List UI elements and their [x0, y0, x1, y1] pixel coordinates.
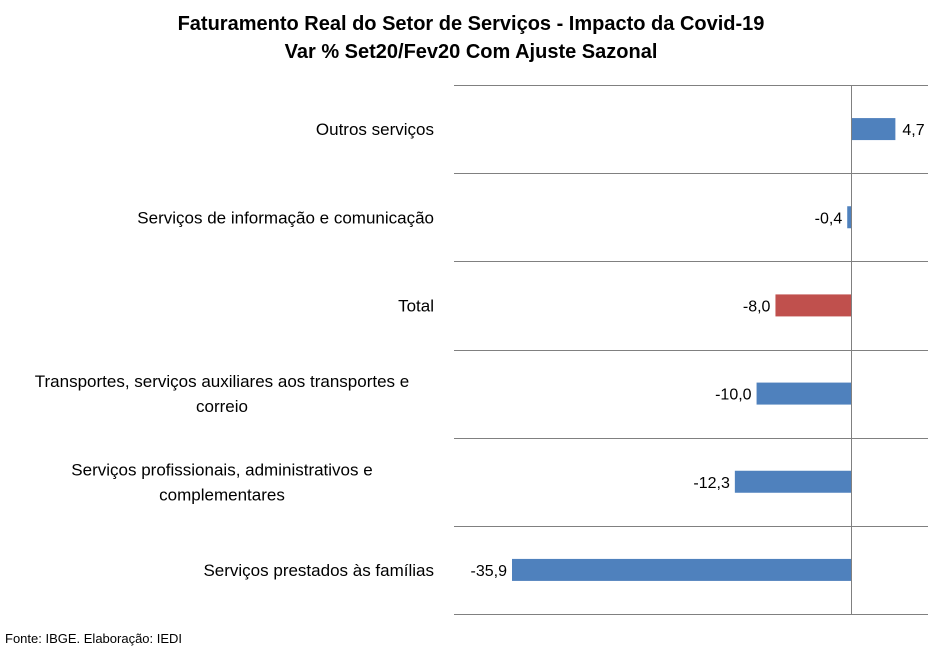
data-label: 4,7 [902, 122, 924, 139]
chart-title: Faturamento Real do Setor de Serviços - … [0, 10, 942, 66]
bar [775, 294, 851, 317]
bar [851, 118, 896, 141]
category-label-line: Outros serviços [316, 120, 434, 139]
category-label-line: complementares [159, 485, 285, 504]
chart-subtitle: Var % Set20/Fev20 Com Ajuste Sazonal [284, 41, 658, 63]
data-label: -0,4 [815, 210, 843, 227]
category-label-line: Serviços profissionais, administrativos … [71, 460, 372, 479]
category-label: Serviços de informação e comunicação [137, 208, 434, 227]
category-label-line: Total [398, 296, 434, 315]
category-label: Serviços profissionais, administrativos … [71, 460, 372, 504]
category-label: Total [398, 296, 434, 315]
bar [847, 206, 851, 229]
data-label: -10,0 [715, 387, 752, 404]
bar [512, 558, 851, 581]
source-note: Fonte: IBGE. Elaboração: IEDI [5, 631, 183, 646]
bar [756, 382, 851, 405]
category-label-line: Serviços prestados às famílias [203, 561, 434, 580]
bar [734, 470, 851, 493]
data-label: -35,9 [471, 563, 508, 580]
category-label: Serviços prestados às famílias [203, 561, 434, 580]
category-label-line: correio [196, 397, 248, 416]
category-label-line: Transportes, serviços auxiliares aos tra… [35, 372, 409, 391]
data-label: -12,3 [693, 475, 730, 492]
category-label-line: Serviços de informação e comunicação [137, 208, 434, 227]
data-label: -8,0 [743, 298, 771, 315]
category-label: Outros serviços [316, 120, 434, 139]
category-label: Transportes, serviços auxiliares aos tra… [35, 372, 409, 416]
chart-title-line1: Faturamento Real do Setor de Serviços - … [177, 13, 765, 35]
